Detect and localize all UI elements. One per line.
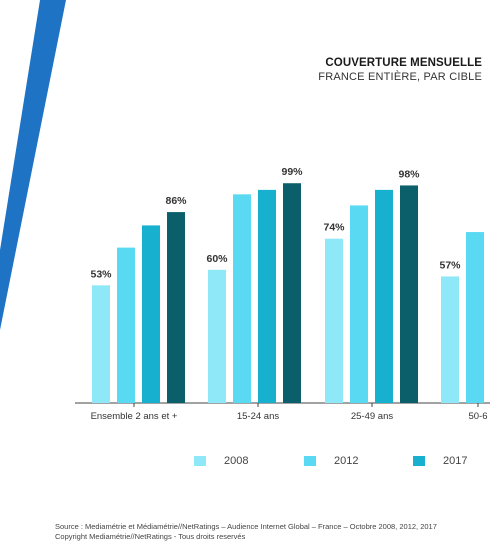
source-footer: Source : Mediamétrie et Médiamétrie//Net…: [55, 522, 437, 542]
x-tick-label-2: 15-24 ans: [237, 411, 280, 422]
legend-item-2008: 2008: [194, 455, 248, 467]
legend-label: 2012: [334, 455, 359, 467]
bar-2008-1: [92, 285, 110, 403]
x-tick-label-4: 50-6: [468, 411, 487, 422]
decorative-stripe: [0, 0, 66, 330]
bar-2017-2: [283, 183, 301, 403]
legend-swatch: [304, 456, 316, 466]
legend-label: 2008: [224, 455, 249, 467]
bar-2012-3: [350, 205, 368, 403]
bar-chart: 53% 86% Ensemble 2 ans et + 60% 99% 15-24 ans…: [75, 166, 490, 422]
data-label-4-1: 57%: [439, 259, 461, 271]
data-label-3-1: 74%: [323, 222, 345, 234]
source-line: Source : Mediamétrie et Médiamétrie//Net…: [55, 522, 437, 531]
decorative-stripe-shape: [0, 0, 66, 330]
copyright-line: Copyright Mediamétrie//NetRatings - Tous…: [55, 532, 246, 541]
bar-2008-3: [325, 238, 343, 403]
bar-2017-1: [167, 212, 185, 403]
bar-2008-4: [441, 276, 459, 403]
data-label-2-4: 99%: [281, 166, 303, 178]
legend-label: 2017: [443, 455, 468, 467]
chart-legend: 2008 2012 2017: [0, 455, 490, 475]
data-label-3-4: 98%: [398, 168, 420, 180]
bar-series-3-3: [375, 189, 393, 403]
bar-2008-2: [208, 269, 226, 403]
chart-title-block: COUVERTURE MENSUELLE FRANCE ENTIÈRE, PAR…: [318, 57, 482, 83]
legend-swatch: [194, 456, 206, 466]
legend-item-2017: 2017: [413, 455, 467, 467]
data-label-1-4: 86%: [165, 195, 187, 207]
chart-title: COUVERTURE MENSUELLE: [325, 57, 482, 69]
legend-item-2012: 2012: [304, 455, 358, 467]
x-tick-label-1: Ensemble 2 ans et +: [91, 411, 178, 422]
bar-2012-2: [233, 194, 251, 403]
x-tick-label-3: 25-49 ans: [351, 411, 394, 422]
bar-2012-1: [117, 247, 135, 403]
bar-series-3-2: [258, 189, 276, 403]
chart-subtitle: FRANCE ENTIÈRE, PAR CIBLE: [318, 71, 482, 83]
data-label-1-1: 53%: [90, 268, 112, 280]
bar-2012-4: [466, 232, 484, 403]
bar-2017-3: [400, 185, 418, 403]
bar-series-3-1: [142, 225, 160, 403]
data-label-2-1: 60%: [206, 253, 228, 265]
legend-swatch: [413, 456, 425, 466]
